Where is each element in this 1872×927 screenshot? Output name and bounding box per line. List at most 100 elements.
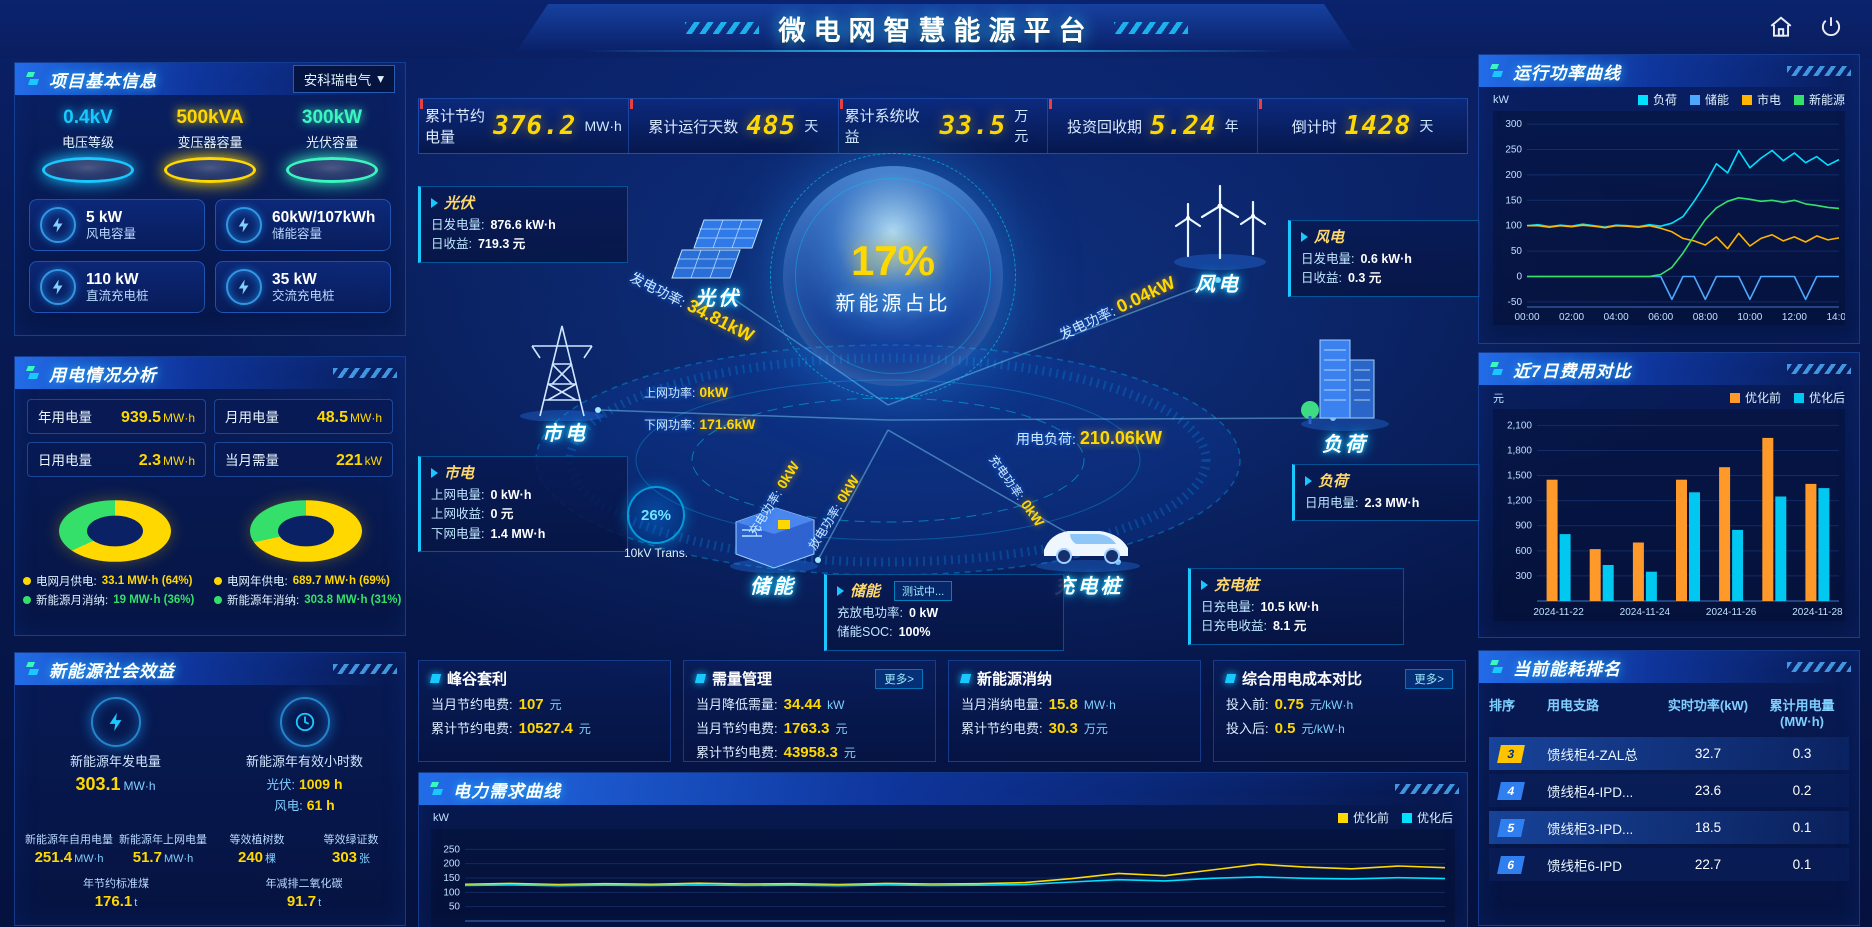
arrow-icon xyxy=(431,467,438,478)
svg-text:1,800: 1,800 xyxy=(1507,445,1532,456)
stat-value-line: 303.1 MW·h xyxy=(75,774,156,794)
panel-header: 项目基本信息 安科瑞电气 ▾ xyxy=(15,63,405,95)
legend-dot xyxy=(1793,392,1804,403)
benefit-panel-peak-valley: 峰谷套利 当月节约电费: 107 元累计节约电费: 10527.4 元 xyxy=(418,660,671,762)
card-title: 负荷 xyxy=(1318,473,1349,490)
kpi-value: 376.2 xyxy=(493,111,577,141)
panel-social-benefit: 新能源社会效益 新能源年发电量 303.1 MW·h 新能源年有效小时数 光伏: 1… xyxy=(14,652,406,926)
kpi-unit: 年 xyxy=(1224,118,1239,134)
node-storage[interactable]: 储能 xyxy=(718,496,828,599)
more-button[interactable]: 更多> xyxy=(875,668,923,689)
donut-legend-year: 电网年供电: 689.7 MW·h (69%) 新能源年消纳: 303.8 MW… xyxy=(212,573,401,608)
power-icon[interactable] xyxy=(1818,14,1844,45)
svg-text:2,100: 2,100 xyxy=(1507,420,1532,431)
capacity-text: 110 kW 直流充电桩 xyxy=(86,270,149,305)
svg-text:04:00: 04:00 xyxy=(1604,312,1629,323)
metric-label: 等效植树数 xyxy=(229,834,285,846)
clock-icon xyxy=(279,697,330,747)
legend-dot xyxy=(1729,392,1740,403)
card-title: 风电 xyxy=(1314,229,1345,246)
table-row[interactable]: 5 馈线柜3-IPD... 18.5 0.1 xyxy=(1489,811,1849,844)
monthly-supply-block: 电网月供电: 33.1 MW·h (64%) 新能源月消纳: 19 MW·h (… xyxy=(23,491,206,608)
node-pv-label: 光伏 xyxy=(695,288,741,310)
donut-charts: 电网月供电: 33.1 MW·h (64%) 新能源月消纳: 19 MW·h (… xyxy=(15,481,405,608)
capacity-value: 60kW/107kWh xyxy=(272,208,376,226)
social-metrics-row2: 年节约标准煤 176.1 t 年减排二氧化碳 91.7 t xyxy=(15,867,405,911)
panel-flag-icon xyxy=(1490,64,1503,77)
benefit-panel-cost-compare: 综合用电成本对比 更多> 投入前: 0.75 元/kW·h 投入后: 0.5 元/kW·h xyxy=(1213,660,1466,762)
header-actions xyxy=(1768,14,1844,45)
stat-label: 新能源年发电量 xyxy=(69,754,161,769)
panel-title: 运行功率曲线 xyxy=(1513,63,1621,83)
svg-text:150: 150 xyxy=(1505,195,1522,206)
title-decoration-right xyxy=(1114,22,1188,34)
panel-title: 当前能耗排名 xyxy=(1513,659,1621,679)
kpi-unit: MW·h xyxy=(584,118,622,134)
branch-name: 馈线柜4-IPD... xyxy=(1547,784,1634,800)
legend-dot xyxy=(1689,94,1700,105)
node-load[interactable]: 负荷 xyxy=(1290,322,1400,457)
capacity-badge-value: 300kW xyxy=(301,107,363,128)
capacity-value: 5 kW xyxy=(86,208,123,226)
legend-item: 新能源月消纳: 19 MW·h (36%) xyxy=(23,592,206,608)
node-pv[interactable]: 光伏 xyxy=(666,216,770,311)
usage-stat-value: 939.5 MW·h xyxy=(120,409,195,426)
svg-text:100: 100 xyxy=(443,887,460,898)
title-decoration-left xyxy=(685,22,759,34)
benefit-row: 累计节约电费: 30.3 万元 xyxy=(961,720,1108,737)
home-icon[interactable] xyxy=(1768,14,1794,45)
node-wind[interactable]: 风电 xyxy=(1158,180,1278,297)
kpi-value: 485 xyxy=(746,111,797,141)
kpi-value: 33.5 xyxy=(939,111,1007,141)
legend-item: 优化后 xyxy=(1793,389,1845,406)
capacity-stat: 5 kW 风电容量 xyxy=(29,199,205,251)
diamond-icon xyxy=(1224,674,1237,683)
node-grid[interactable]: 市电 xyxy=(510,316,620,446)
rank-badge: 3 xyxy=(1497,744,1525,763)
donut-chart-month xyxy=(58,500,171,562)
svg-text:0: 0 xyxy=(1516,272,1522,283)
total-energy: 0.1 xyxy=(1792,820,1812,835)
building-icon xyxy=(1301,339,1389,431)
legend-item: 优化前 xyxy=(1337,809,1389,826)
node-charger[interactable]: 充电桩 xyxy=(1024,504,1154,599)
benefit-panel-demand-mgmt: 需量管理 更多> 当月降低需量: 34.44 kW 当月节约电费: 1763.3 元累计节约… xyxy=(683,660,936,762)
total-energy: 0.2 xyxy=(1792,783,1812,798)
table-row[interactable]: 6 馈线柜6-IPD 22.7 0.1 xyxy=(1489,848,1849,881)
social-metric: 年节约标准煤 176.1 t xyxy=(25,875,207,911)
company-select[interactable]: 安科瑞电气 ▾ xyxy=(292,65,395,93)
kpi-label: 累计运行天数 xyxy=(648,118,739,136)
panel-title: 电力需求曲线 xyxy=(453,781,561,801)
panel-project-info: 项目基本信息 安科瑞电气 ▾ 0.4kV 电压等级 500kVA 变压器容量 xyxy=(14,62,406,336)
capacity-value: 35 kW xyxy=(272,270,317,288)
kpi-item: 累计运行天数 485 天 xyxy=(627,99,838,153)
realtime-power: 23.6 xyxy=(1694,783,1722,798)
legend-item: 负荷 xyxy=(1637,91,1677,108)
more-button[interactable]: 更多> xyxy=(1405,668,1453,689)
donut-legend-month: 电网月供电: 33.1 MW·h (64%) 新能源月消纳: 19 MW·h (… xyxy=(21,573,208,608)
usage-stat-value: 48.5 MW·h xyxy=(316,409,382,426)
glow-disc xyxy=(286,157,378,183)
svg-text:250: 250 xyxy=(1505,144,1522,155)
svg-text:900: 900 xyxy=(1515,521,1532,532)
card-row: 储能SOC: 100% xyxy=(837,625,931,640)
table-row[interactable]: 3 馈线柜4-ZAL总 32.7 0.3 xyxy=(1489,737,1849,770)
table-row[interactable]: 4 馈线柜4-IPD... 23.6 0.2 xyxy=(1489,774,1849,807)
branch-name: 馈线柜4-ZAL总 xyxy=(1547,747,1638,763)
panel-flag-icon xyxy=(430,782,443,795)
svg-text:2024-11-24: 2024-11-24 xyxy=(1620,607,1671,618)
benefit-row: 投入前: 0.75 元/kW·h xyxy=(1226,696,1354,713)
metric-label: 新能源年自用电量 xyxy=(25,834,113,846)
card-row: 日用电量: 2.3 MW·h xyxy=(1305,496,1420,510)
svg-text:1,500: 1,500 xyxy=(1507,471,1532,482)
svg-text:2024-11-22: 2024-11-22 xyxy=(1533,607,1584,618)
node-storage-label: 储能 xyxy=(750,576,796,598)
panel-title: 项目基本信息 xyxy=(49,71,157,91)
legend-dot xyxy=(23,577,31,585)
kpi-unit: 天 xyxy=(804,118,819,134)
kpi-item: 投资回收期 5.24 年 xyxy=(1047,99,1257,153)
rank-badge: 4 xyxy=(1497,781,1525,800)
capacity-badges: 0.4kV 电压等级 500kVA 变压器容量 300kW 光伏容量 xyxy=(15,95,405,187)
node-load-label: 负荷 xyxy=(1322,434,1368,456)
cost-compare-chart: 300 600 900 1,200 1,500 1,800 2,100 2024-11-22 2… xyxy=(1493,409,1845,621)
